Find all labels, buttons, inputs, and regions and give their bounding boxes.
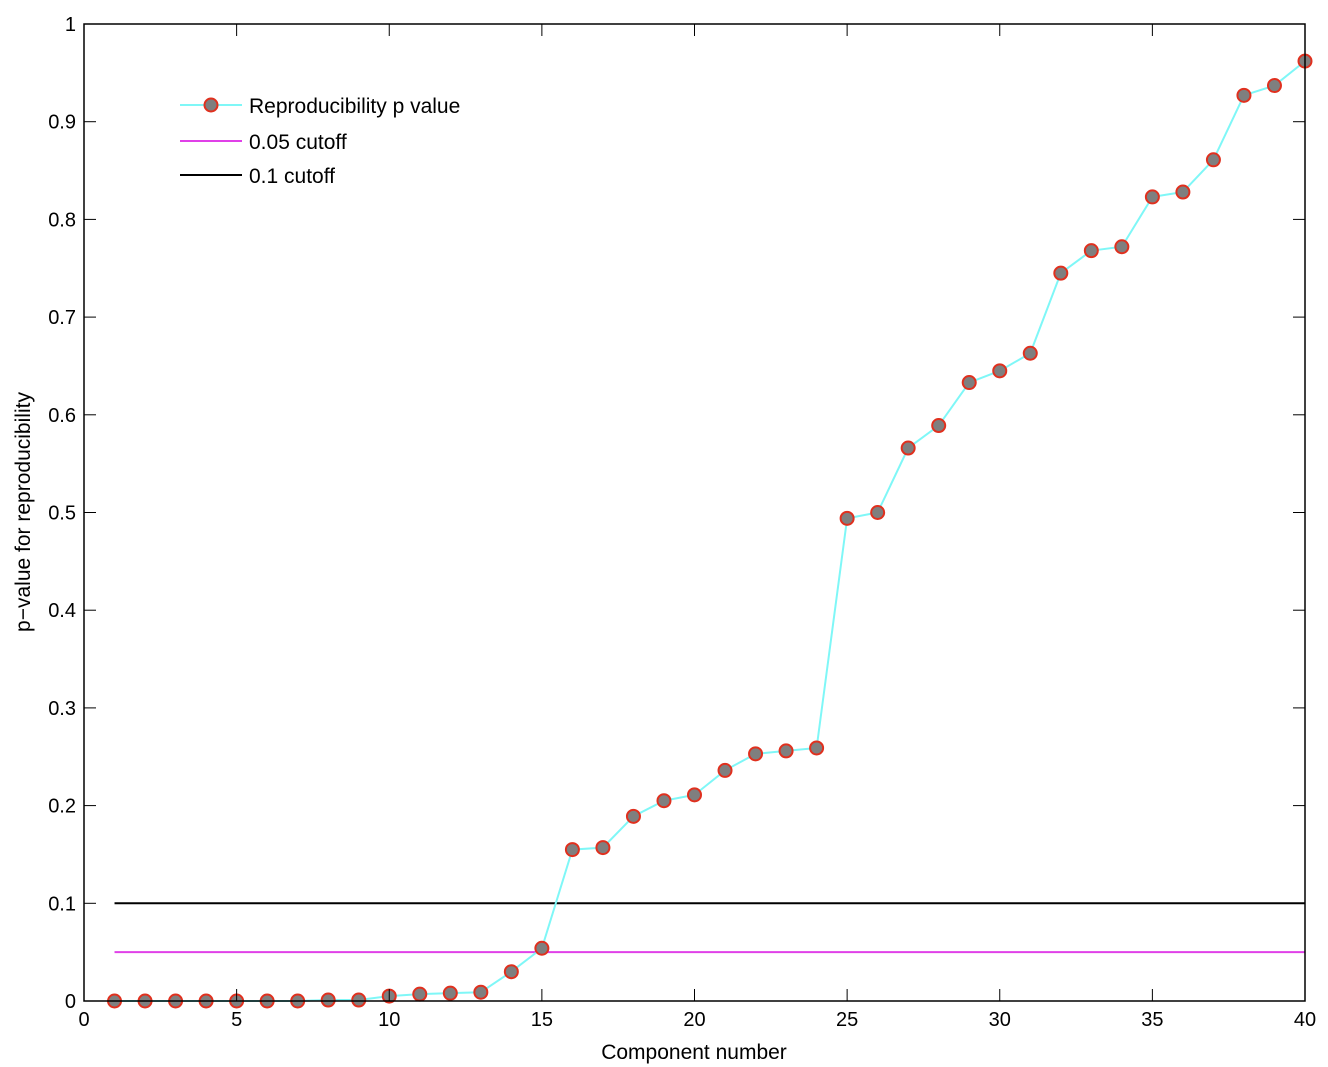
data-point-marker (748, 746, 764, 762)
x-tick-label: 40 (1294, 1009, 1316, 1031)
y-tick-label: 0.2 (48, 796, 76, 818)
x-tick-label: 0 (78, 1009, 89, 1031)
data-point-marker (687, 787, 702, 803)
axes-box (83, 23, 1306, 1002)
x-tick-label: 15 (531, 1009, 553, 1031)
data-point-marker (839, 510, 855, 526)
legend-label-pvalue: Reproducibility p value (249, 95, 460, 118)
x-tick-label: 20 (683, 1009, 705, 1031)
y-tick-label: 0.3 (48, 698, 76, 720)
data-point-marker (1083, 243, 1099, 259)
legend-label-01-cutoff: 0.1 cutoff (249, 165, 335, 188)
data-point-marker (534, 940, 550, 956)
data-point-marker (1266, 78, 1282, 94)
data-point-marker (351, 992, 367, 1008)
data-point-marker (1205, 152, 1221, 168)
y-tick-label: 0.6 (48, 405, 76, 427)
x-tick-label: 25 (836, 1009, 858, 1031)
data-point-marker (961, 375, 977, 391)
data-point-marker (1144, 189, 1160, 205)
y-tick-label: 0.8 (48, 209, 76, 231)
x-tick-label: 10 (378, 1009, 400, 1031)
y-axis-title: p−value for reproducibility (12, 392, 35, 632)
y-tick-label: 0.1 (48, 893, 76, 915)
y-tick-label: 0 (65, 991, 76, 1013)
pvalue-line (114, 60, 1306, 1002)
x-axis-title: Component number (601, 1041, 787, 1064)
data-point-marker (564, 842, 580, 858)
data-point-marker (992, 363, 1008, 379)
data-point-marker (473, 984, 489, 1000)
data-point-marker (442, 985, 458, 1001)
data-point-marker (503, 964, 519, 980)
y-tick-label: 0.5 (48, 503, 76, 525)
legend-swatch-pvalue-marker (203, 97, 219, 113)
y-tick-label: 0.9 (48, 112, 76, 134)
x-tick-label: 35 (1141, 1009, 1163, 1031)
data-point-marker (625, 808, 641, 824)
x-tick-label: 5 (231, 1009, 242, 1031)
data-point-marker (1175, 184, 1191, 200)
data-point-marker (595, 840, 611, 856)
y-tick-label: 0.4 (48, 600, 76, 622)
data-point-marker (412, 986, 428, 1002)
data-point-marker (1236, 87, 1252, 103)
y-tick-label: 0.7 (48, 307, 76, 329)
data-point-marker (1022, 345, 1038, 361)
legend-label-005-cutoff: 0.05 cutoff (249, 131, 347, 154)
data-point-marker (778, 743, 794, 759)
plot-area (107, 53, 1313, 1009)
data-point-marker (320, 992, 336, 1008)
data-point-marker (900, 440, 916, 456)
data-point-marker (656, 793, 672, 809)
data-point-marker (717, 762, 733, 778)
data-point-marker (809, 740, 825, 756)
data-point-marker (870, 505, 886, 520)
legend: Reproducibility p value 0.05 cutoff 0.1 … (180, 95, 460, 188)
data-point-marker (1053, 265, 1069, 281)
x-axis: 0 5 10 15 20 25 30 35 40 (78, 24, 1316, 1031)
y-axis: 0 0.1 0.2 0.3 0.4 0.5 0.6 0.7 0.8 0.9 1 (48, 14, 1305, 1013)
data-point-marker (1114, 239, 1130, 255)
y-tick-label: 1 (65, 14, 76, 36)
x-tick-label: 30 (989, 1009, 1011, 1031)
data-point-marker (931, 418, 947, 434)
